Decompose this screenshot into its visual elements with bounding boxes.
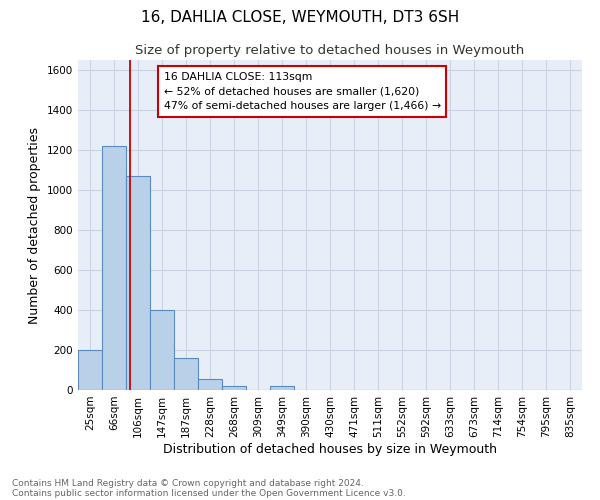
Text: 16, DAHLIA CLOSE, WEYMOUTH, DT3 6SH: 16, DAHLIA CLOSE, WEYMOUTH, DT3 6SH <box>141 10 459 25</box>
Text: Contains HM Land Registry data © Crown copyright and database right 2024.: Contains HM Land Registry data © Crown c… <box>12 478 364 488</box>
Bar <box>270 386 294 390</box>
Title: Size of property relative to detached houses in Weymouth: Size of property relative to detached ho… <box>136 44 524 58</box>
Y-axis label: Number of detached properties: Number of detached properties <box>28 126 41 324</box>
Bar <box>150 310 174 390</box>
Text: Contains public sector information licensed under the Open Government Licence v3: Contains public sector information licen… <box>12 488 406 498</box>
Bar <box>102 146 126 390</box>
Bar <box>198 379 222 390</box>
Bar <box>126 176 150 390</box>
Text: 16 DAHLIA CLOSE: 113sqm
← 52% of detached houses are smaller (1,620)
47% of semi: 16 DAHLIA CLOSE: 113sqm ← 52% of detache… <box>164 72 441 111</box>
Bar <box>222 386 246 390</box>
X-axis label: Distribution of detached houses by size in Weymouth: Distribution of detached houses by size … <box>163 442 497 456</box>
Bar <box>174 358 198 390</box>
Bar <box>78 350 102 390</box>
